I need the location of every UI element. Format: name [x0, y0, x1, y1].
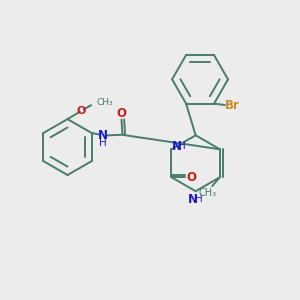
Text: N: N	[188, 193, 198, 206]
Text: H: H	[99, 138, 106, 148]
Text: N: N	[172, 140, 182, 153]
Text: H: H	[178, 141, 186, 151]
Text: N: N	[98, 129, 108, 142]
Text: H: H	[195, 194, 203, 205]
Text: O: O	[116, 106, 127, 119]
Text: CH₃: CH₃	[96, 98, 113, 107]
Text: O: O	[76, 106, 86, 116]
Text: O: O	[186, 171, 197, 184]
Text: CH₃: CH₃	[198, 188, 216, 198]
Text: Br: Br	[225, 98, 240, 112]
Text: methoxy: methoxy	[88, 105, 94, 106]
